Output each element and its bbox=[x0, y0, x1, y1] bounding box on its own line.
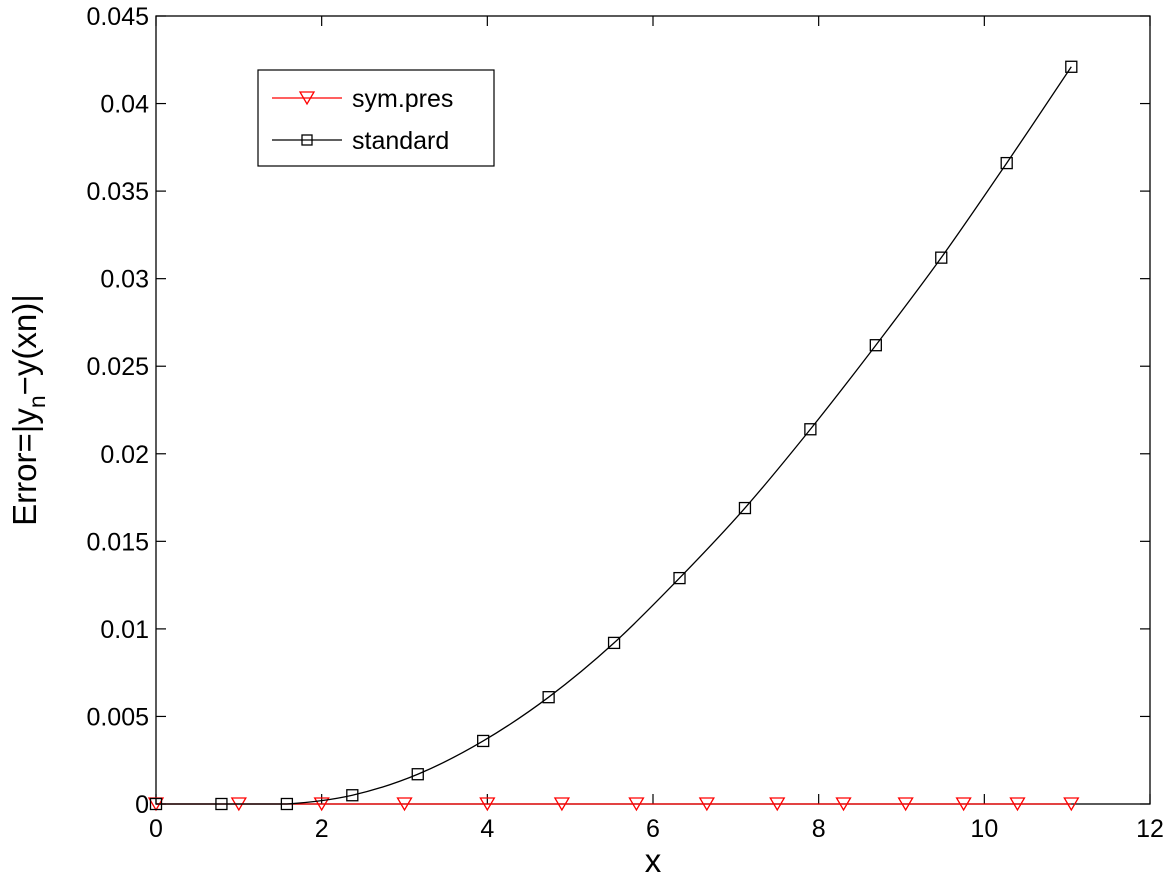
data-point-standard bbox=[935, 251, 948, 264]
y-axis-title-subscript: n bbox=[24, 395, 50, 408]
legend-box bbox=[257, 69, 495, 167]
data-point-sym-pres bbox=[553, 797, 571, 812]
y-axis-title: Error=|yn−y(xn)| bbox=[6, 294, 50, 526]
x-tick-label: 12 bbox=[1136, 815, 1164, 843]
x-tick-label: 0 bbox=[149, 815, 163, 843]
data-point-standard bbox=[346, 789, 359, 802]
legend-label-standard: standard bbox=[352, 127, 449, 155]
data-point-sym-pres bbox=[955, 797, 972, 812]
data-point-standard bbox=[542, 691, 555, 704]
data-point-sym-pres bbox=[1063, 797, 1080, 812]
y-tick-label: 0 bbox=[135, 791, 149, 819]
data-point-standard bbox=[280, 797, 294, 811]
legend-marker-standard bbox=[301, 134, 313, 146]
data-point-standard bbox=[673, 571, 686, 585]
data-point-standard bbox=[215, 797, 228, 811]
data-point-standard bbox=[607, 636, 621, 650]
data-point-sym-pres bbox=[479, 797, 496, 812]
y-tick-label: 0.035 bbox=[86, 178, 149, 206]
x-tick-label: 10 bbox=[970, 815, 998, 843]
y-axis-title-main: Error=|y bbox=[6, 408, 43, 526]
series-layer bbox=[147, 60, 1080, 812]
x-tick-label: 4 bbox=[480, 815, 494, 843]
x-tick-label: 2 bbox=[315, 815, 329, 843]
data-point-sym-pres bbox=[313, 797, 330, 812]
y-tick-label: 0.015 bbox=[86, 528, 149, 556]
data-point-standard bbox=[149, 797, 163, 811]
axis-ticks: 0 2 4 6 8 10 12 0 0.005 0.01 0.015 0.02 0.025 0.03 0.0… bbox=[86, 3, 1163, 843]
y-tick-label: 0.03 bbox=[100, 266, 149, 294]
series-line-standard bbox=[156, 66, 1072, 805]
x-tick-label: 6 bbox=[646, 815, 660, 843]
legend-entry-sym-pres: sym.pres bbox=[272, 85, 453, 113]
data-point-sym-pres bbox=[897, 797, 914, 812]
y-tick-label: 0.01 bbox=[100, 616, 149, 644]
data-point-standard bbox=[477, 734, 490, 748]
legend-entry-standard: standard bbox=[272, 127, 449, 155]
y-tick-label: 0.025 bbox=[86, 353, 149, 381]
data-point-standard bbox=[411, 768, 424, 781]
y-tick-label: 0.04 bbox=[100, 91, 149, 119]
data-point-standard bbox=[1065, 60, 1078, 73]
legend: sym.pres standard bbox=[257, 69, 495, 167]
x-axis-title: x bbox=[645, 842, 662, 879]
y-tick-label: 0.005 bbox=[86, 703, 149, 731]
data-point-sym-pres bbox=[628, 797, 645, 812]
y-tick-label: 0.045 bbox=[86, 3, 149, 31]
y-axis-title-rest: −y(xn)| bbox=[6, 294, 43, 395]
data-point-standard bbox=[1000, 156, 1013, 170]
data-point-sym-pres bbox=[396, 797, 413, 812]
data-point-sym-pres bbox=[835, 797, 852, 812]
data-point-standard bbox=[869, 339, 882, 352]
y-tick-label: 0.02 bbox=[100, 441, 149, 469]
data-point-standard bbox=[804, 423, 817, 436]
data-point-sym-pres bbox=[769, 797, 786, 812]
data-point-sym-pres bbox=[1009, 797, 1026, 812]
data-point-sym-pres bbox=[698, 797, 715, 812]
x-tick-label: 8 bbox=[812, 815, 826, 843]
legend-label-sym-pres: sym.pres bbox=[352, 85, 453, 113]
data-point-standard bbox=[738, 501, 752, 515]
legend-marker-sym-pres bbox=[298, 91, 316, 106]
